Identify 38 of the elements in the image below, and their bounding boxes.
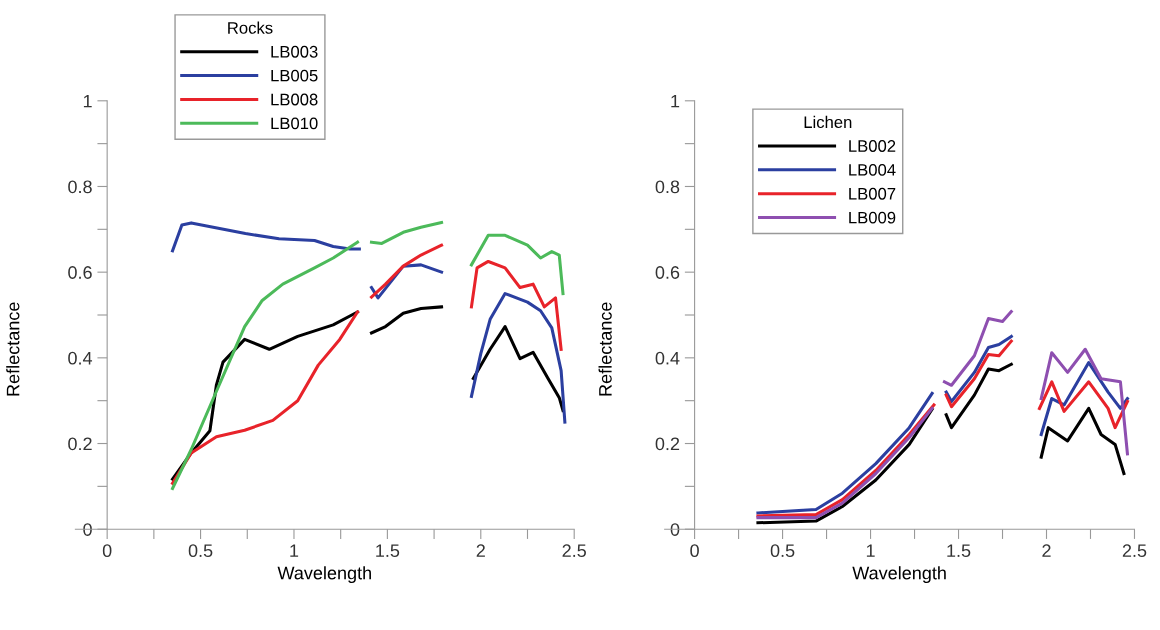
legend-title: Rocks: [228, 21, 273, 34]
legend-label: LB009: [849, 211, 896, 224]
y-tick-label: 0.4: [68, 351, 93, 365]
legend-title: Lichen: [804, 115, 852, 129]
x-tick-label: 0: [102, 544, 112, 558]
y-tick-label: 1: [83, 94, 92, 108]
y-tick-label: 0.8: [655, 180, 680, 194]
y-tick-label: 0.4: [655, 351, 680, 365]
legend-label: LB003: [271, 45, 318, 58]
y-tick-label: 1: [671, 94, 680, 108]
x-tick-label: 0.5: [770, 544, 795, 558]
y-axis-title: Reflectance: [598, 302, 612, 396]
legend-label: LB002: [849, 140, 896, 152]
y-tick-label: 0.8: [68, 180, 92, 194]
x-tick-label: 1: [290, 544, 299, 557]
x-axis-title: Wavelength: [852, 566, 946, 583]
y-axis-title: Reflectance: [6, 302, 20, 396]
x-tick-label: 1.5: [376, 544, 400, 558]
y-tick-label: 0.6: [68, 266, 92, 279]
y-tick-label: 0.2: [68, 437, 92, 451]
y-tick-label: 0.2: [655, 437, 680, 451]
x-tick-label: 2: [476, 544, 485, 557]
y-tick-label: 0: [83, 523, 92, 536]
x-tick-label: 0: [690, 544, 699, 558]
x-tick-label: 2.5: [562, 544, 586, 558]
x-tick-label: 0.5: [188, 544, 213, 558]
legend-label: LB007: [849, 187, 896, 200]
x-tick-label: 1: [866, 544, 875, 557]
legend-label: LB008: [271, 93, 318, 106]
y-tick-label: 0.6: [655, 266, 680, 279]
x-tick-label: 2.5: [1122, 544, 1147, 558]
x-tick-label: 1.5: [947, 544, 971, 558]
legend-label: LB010: [271, 117, 318, 130]
y-tick-label: 0: [670, 523, 680, 536]
x-tick-label: 2: [1042, 544, 1051, 557]
legend-label: LB004: [849, 163, 896, 176]
x-axis-title: Wavelength: [277, 566, 371, 583]
legend-label: LB005: [271, 69, 318, 82]
